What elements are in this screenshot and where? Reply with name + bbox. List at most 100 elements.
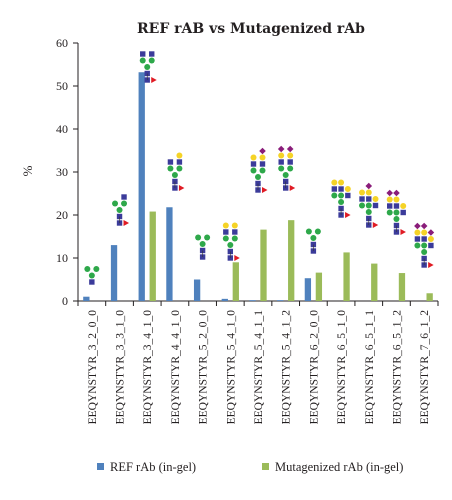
mannose-circle: [282, 172, 289, 178]
mannose-circle: [176, 165, 183, 172]
y-tick-label: 60: [56, 36, 68, 50]
mannose-circle: [148, 57, 155, 64]
x-tick-label: EEQYNSTYR_6_5_1_2: [391, 310, 403, 425]
bar-mut-7: [260, 229, 267, 301]
galactose-circle: [259, 154, 266, 161]
bar-mut-13: [426, 293, 433, 301]
x-tick-label: EEQYNSTYR_3_4_1_0: [142, 310, 154, 425]
x-tick-label: EEQYNSTYR_7_6_1_2: [419, 310, 431, 425]
mannose-circle: [314, 228, 321, 235]
mannose-circle: [338, 199, 345, 205]
y-axis-label: %: [20, 165, 35, 176]
glcnac-square: [140, 51, 146, 57]
sialic-diamond: [427, 229, 435, 236]
mannose-circle: [414, 242, 421, 249]
glcnac-square: [428, 242, 434, 249]
galactose-circle: [250, 154, 257, 161]
glycan-5-4-1-0: [222, 222, 240, 261]
sialic-diamond: [386, 189, 394, 197]
x-tick-label: EEQYNSTYR_5_4_1_2: [281, 310, 293, 425]
galactose-circle: [372, 196, 379, 202]
galactose-circle: [427, 236, 434, 242]
glcnac-square: [331, 186, 338, 192]
fucose-triangle: [178, 185, 185, 191]
mannose-circle: [116, 207, 123, 213]
bars: [83, 72, 433, 302]
bar-ref-8: [277, 300, 284, 301]
glcnac-square: [223, 229, 229, 235]
mannose-circle: [84, 266, 91, 272]
mannose-circle: [259, 167, 266, 174]
galactose-circle: [176, 152, 183, 159]
axes: 0 10 20 30 40 50 60: [56, 36, 439, 308]
x-tick-label: EEQYNSTYR_3_3_1_0: [115, 310, 127, 425]
glcnac-square: [345, 192, 351, 199]
glcnac-square: [366, 196, 372, 202]
glcnac-square: [278, 159, 284, 165]
glycan-5-4-1-1: [250, 147, 268, 193]
mannose-circle: [310, 235, 317, 241]
bar-ref-6: [221, 298, 228, 301]
mannose-circle: [112, 200, 119, 207]
mannose-circle: [278, 165, 285, 172]
sialic-diamond: [277, 145, 285, 153]
galactose-circle: [231, 222, 238, 229]
glycan-3-2-0-0: [84, 266, 100, 285]
x-tick-labels: EEQYNSTYR_3_2_0_0 EEQYNSTYR_3_3_1_0 EEQYNS…: [87, 310, 431, 425]
mannose-circle: [287, 165, 294, 172]
fucose-triangle: [151, 77, 157, 83]
sialic-diamond: [286, 145, 294, 153]
fucose-triangle: [400, 229, 406, 235]
mannose-circle: [199, 241, 206, 247]
x-tick-label: EEQYNSTYR_5_2_0_0: [198, 310, 210, 425]
bar-ref-2: [110, 245, 118, 301]
glcnac-square: [149, 51, 155, 57]
galactose-circle: [359, 189, 366, 196]
glcnac-square: [400, 209, 406, 216]
x-tick-label: EEQYNSTYR_6_5_1_1: [364, 310, 376, 425]
y-tick-label: 20: [56, 208, 68, 222]
mannose-circle: [88, 272, 95, 279]
glcnac-square: [176, 159, 183, 165]
x-tick-label: EEQYNSTYR_5_4_1_0: [225, 310, 237, 425]
glcnac-square: [387, 203, 393, 209]
fucose-triangle: [345, 212, 351, 218]
glcnac-square: [259, 161, 266, 167]
glycan-7-6-1-2: [414, 222, 435, 268]
y-tick-label: 10: [56, 251, 68, 265]
mannose-circle: [359, 202, 366, 209]
y-tick-label: 40: [56, 122, 68, 136]
glycan-3-3-1-0: [112, 194, 130, 226]
glcnac-square: [393, 203, 400, 209]
bar-ref-5: [193, 279, 201, 301]
chart-title: REF rAB vs Mutagenized rAb: [137, 21, 365, 37]
x-tick-label: EEQYNSTYR_3_2_0_0: [87, 310, 99, 425]
mannose-circle: [338, 192, 345, 199]
glycan-6-5-1-2: [386, 189, 407, 235]
bar-mut-8: [288, 220, 295, 301]
mannose-circle: [167, 165, 174, 172]
glycan-5-4-1-2: [277, 145, 296, 191]
glcnac-square: [359, 196, 365, 202]
y-tick-label: 30: [56, 165, 68, 179]
glcnac-square: [232, 229, 238, 235]
mannose-circle: [305, 228, 312, 235]
fucose-triangle: [262, 187, 268, 193]
mannose-circle: [365, 202, 372, 209]
mannose-circle: [93, 266, 100, 272]
sialic-diamond: [420, 222, 428, 230]
glcnac-square: [414, 236, 421, 242]
galactose-circle: [365, 189, 372, 196]
galactose-circle: [393, 196, 400, 203]
bar-mut-11: [371, 263, 378, 301]
y-tick-label: 50: [56, 79, 68, 93]
mannose-circle: [421, 249, 428, 255]
galactose-circle: [400, 203, 407, 209]
x-tick-label: EEQYNSTYR_6_2_0_0: [308, 310, 320, 425]
mannose-circle: [227, 242, 234, 248]
glycan-6-5-1-1: [359, 182, 379, 228]
legend-label-2: Mutagenized rAb (in-gel): [275, 460, 403, 474]
fucose-triangle: [234, 255, 240, 261]
fucose-triangle: [289, 185, 296, 191]
